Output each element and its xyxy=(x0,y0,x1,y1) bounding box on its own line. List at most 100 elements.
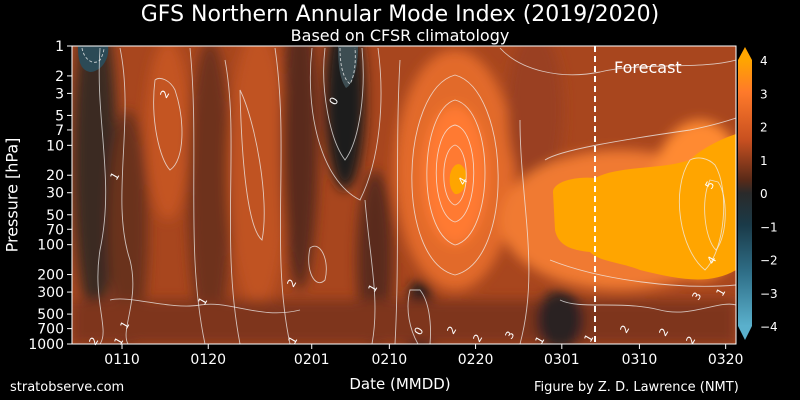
colorbar-tick-label: −3 xyxy=(760,287,778,301)
field-warm-region xyxy=(423,105,487,245)
field-lower-band xyxy=(72,300,736,344)
colorbar-tick-label: 4 xyxy=(760,54,768,68)
contour-line xyxy=(119,47,134,344)
contour-label: 2 xyxy=(618,323,633,336)
negative-region xyxy=(78,46,109,72)
y-tick-label: 30 xyxy=(46,186,64,202)
contour-label: 1 xyxy=(714,286,729,299)
chart-subtitle: Based on CFSR climatology xyxy=(290,26,510,45)
contour-line xyxy=(323,47,364,161)
contour-label: 1 xyxy=(582,332,597,345)
y-tick-label: 70 xyxy=(46,222,64,238)
field-dark-region xyxy=(507,46,563,190)
colorbar-tick-label: −4 xyxy=(760,320,778,334)
field-dark-region xyxy=(357,170,393,344)
contour-line xyxy=(411,74,499,276)
contour-line xyxy=(407,289,431,344)
contour-label: 1 xyxy=(108,170,123,183)
x-tick-label: 0220 xyxy=(458,352,494,368)
contour-label: 4 xyxy=(705,254,720,267)
colorbar-tick-label: 1 xyxy=(760,154,768,168)
contour-line xyxy=(309,47,382,201)
y-tick-label: 7 xyxy=(55,123,64,139)
contour-label: 1 xyxy=(286,334,301,347)
plot-background xyxy=(72,46,736,344)
contour-line xyxy=(274,47,291,344)
x-tick-label: 0201 xyxy=(294,352,330,368)
colorbar-min-extension xyxy=(738,326,752,340)
field-dark-region xyxy=(536,290,584,344)
contour-label: 4 xyxy=(456,175,471,188)
forecast-label: Forecast xyxy=(614,58,682,77)
contour-line xyxy=(544,117,736,161)
contour-line xyxy=(443,144,467,206)
plot-frame xyxy=(71,45,737,345)
contour-line xyxy=(153,78,183,171)
saturated-region xyxy=(553,134,736,280)
field-dark-region xyxy=(108,110,148,344)
y-tick-label: 10 xyxy=(46,138,64,154)
colorbar-tick-label: −2 xyxy=(760,254,778,268)
x-tick-label: 0110 xyxy=(104,352,140,368)
field-warm-region xyxy=(500,150,736,290)
x-tick-label: 0301 xyxy=(544,352,580,368)
contour-line xyxy=(426,99,486,246)
contour-label: 2 xyxy=(87,335,102,348)
contour-label: 1 xyxy=(118,319,133,332)
x-tick-label: 0120 xyxy=(190,352,226,368)
colorbar-max-extension xyxy=(738,47,752,60)
y-axis-label: Pressure [hPa] xyxy=(2,137,22,253)
field-warm-region xyxy=(146,46,190,220)
negative-region xyxy=(338,46,358,88)
colorbar-tick-label: 2 xyxy=(760,121,768,135)
contour-line xyxy=(435,124,475,223)
contour-line xyxy=(559,299,736,313)
contour-line xyxy=(224,59,241,344)
y-tick-label: 5 xyxy=(55,108,64,124)
source-footer: stratobserve.com xyxy=(10,380,125,395)
y-tick-label: 300 xyxy=(37,285,64,301)
contour-label: 2 xyxy=(158,88,173,101)
contour-line xyxy=(394,59,401,344)
field-dark-region xyxy=(73,46,117,320)
x-tick-label: 0320 xyxy=(708,352,744,368)
contour-line xyxy=(97,47,107,344)
contour-label: 2 xyxy=(684,334,699,347)
contour-label: 1 xyxy=(533,334,548,347)
contour-line-negative xyxy=(81,47,105,63)
y-tick-label: 50 xyxy=(46,208,64,224)
chart-title: GFS Northern Annular Mode Index (2019/20… xyxy=(140,2,660,27)
contour-label: 3 xyxy=(690,290,705,303)
field-dark-region xyxy=(404,280,436,344)
colorbar-tick-label: 3 xyxy=(760,87,768,101)
y-tick-label: 1000 xyxy=(28,337,64,353)
colorbar xyxy=(738,60,752,326)
y-tick-label: 700 xyxy=(37,322,64,338)
contour-line xyxy=(519,119,530,344)
contour-label: 1 xyxy=(366,282,381,295)
credit-footer: Figure by Z. D. Lawrence (NMT) xyxy=(534,380,739,395)
saturated-region xyxy=(449,164,467,195)
contour-label: 2 xyxy=(657,326,672,339)
contour-label: 0 xyxy=(412,325,427,338)
field-warm-region xyxy=(228,46,288,310)
field-dark-region xyxy=(188,46,232,340)
contour-line xyxy=(308,245,327,283)
contour-label: 2 xyxy=(445,324,460,337)
contour-label: 0 xyxy=(327,95,342,108)
y-tick-label: 2 xyxy=(55,69,64,85)
field-warm-region xyxy=(650,120,736,280)
colorbar-tick-label: −1 xyxy=(760,220,778,234)
contour-line xyxy=(109,298,301,314)
field-warm-region xyxy=(395,50,515,290)
contour-line xyxy=(678,157,725,271)
contour-label: 2 xyxy=(285,277,300,290)
colorbar-tick-label: 0 xyxy=(760,187,768,201)
contour-label: 3 xyxy=(503,329,518,342)
x-axis: 0110 0120 0201 0210 0220 0301 0310 0320 xyxy=(104,344,743,368)
colorbar-axis: 4 3 2 1 0 −1 −2 −3 −4 xyxy=(760,54,778,334)
contour-line xyxy=(364,199,376,344)
x-axis-label: Date (MMDD) xyxy=(349,375,451,393)
